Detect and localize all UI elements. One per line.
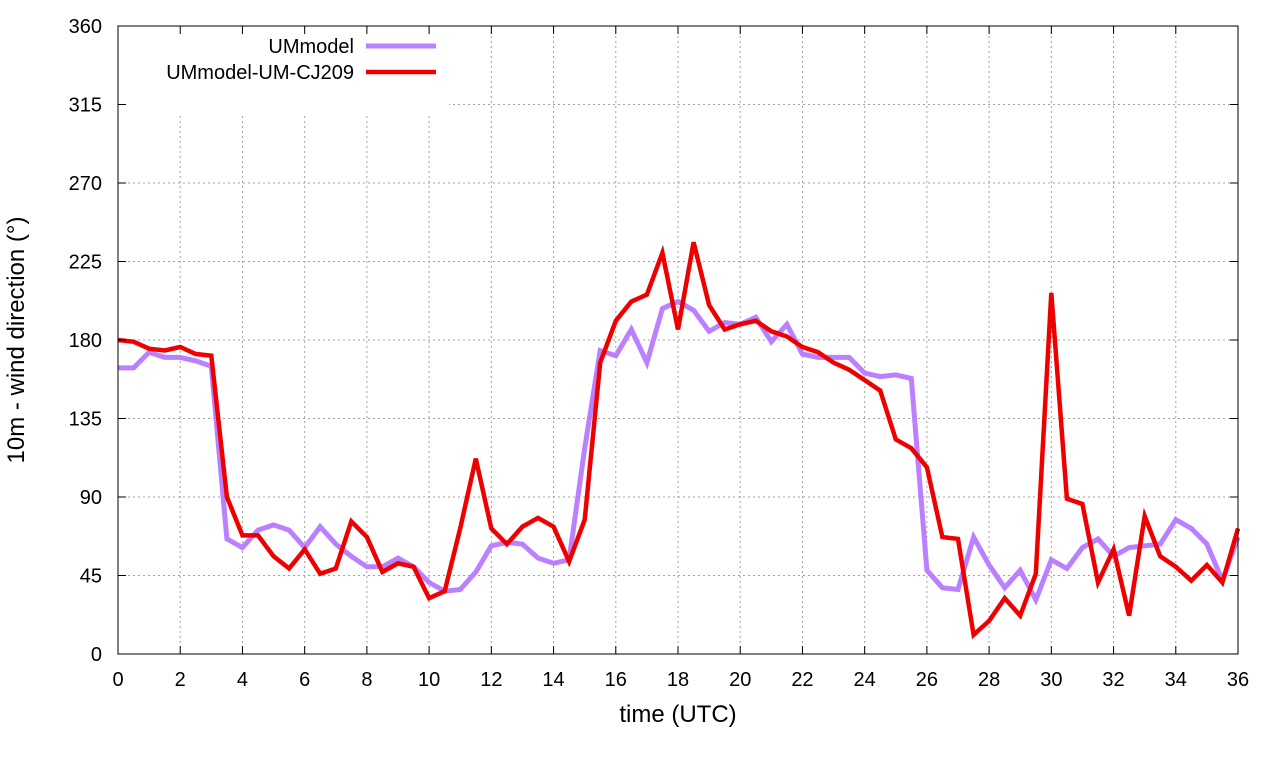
x-tick-label: 8: [361, 669, 372, 691]
x-tick-label: 22: [791, 669, 813, 691]
x-axis-title: time (UTC): [619, 701, 736, 728]
x-tick-label: 24: [854, 669, 876, 691]
y-tick-label: 135: [69, 409, 102, 431]
x-tick-label: 14: [542, 669, 564, 691]
x-tick-label: 2: [175, 669, 186, 691]
x-tick-label: 36: [1227, 669, 1249, 691]
y-tick-label: 270: [69, 173, 102, 195]
y-tick-label: 45: [80, 566, 102, 588]
y-tick-label: 180: [69, 330, 102, 352]
x-tick-label: 30: [1040, 669, 1062, 691]
x-tick-label: 4: [237, 669, 248, 691]
x-tick-label: 12: [480, 669, 502, 691]
y-axis-title: 10m - wind direction (°): [3, 216, 30, 463]
y-tick-labels: 0 45 90 135 180 225 270 315 360: [69, 16, 102, 666]
legend: UMmodel UMmodel-UM-CJ209: [119, 27, 449, 113]
y-tick-label: 90: [80, 487, 102, 509]
x-tick-label: 32: [1102, 669, 1124, 691]
x-tick-label: 20: [729, 669, 751, 691]
y-tick-label: 225: [69, 252, 102, 274]
x-tick-label: 6: [299, 669, 310, 691]
y-tick-label: 360: [69, 16, 102, 38]
legend-label-0: UMmodel: [268, 36, 354, 58]
x-tick-labels: 0 2 4 6 8 10 12 14 16 18 20 22 24 26 28 30 32 34 36: [112, 669, 1249, 691]
legend-label-1: UMmodel-UM-CJ209: [166, 62, 354, 84]
axis-ticks: [117, 25, 1239, 655]
series-line-1: [117, 241, 1241, 640]
x-tick-label: 16: [605, 669, 627, 691]
x-tick-label: 0: [112, 669, 123, 691]
y-tick-label: 0: [91, 644, 102, 666]
series-lines: [117, 241, 1241, 640]
x-tick-label: 18: [667, 669, 689, 691]
x-tick-label: 10: [418, 669, 440, 691]
x-tick-label: 26: [916, 669, 938, 691]
x-tick-label: 34: [1165, 669, 1187, 691]
y-tick-label: 315: [69, 95, 102, 117]
x-tick-label: 28: [978, 669, 1000, 691]
